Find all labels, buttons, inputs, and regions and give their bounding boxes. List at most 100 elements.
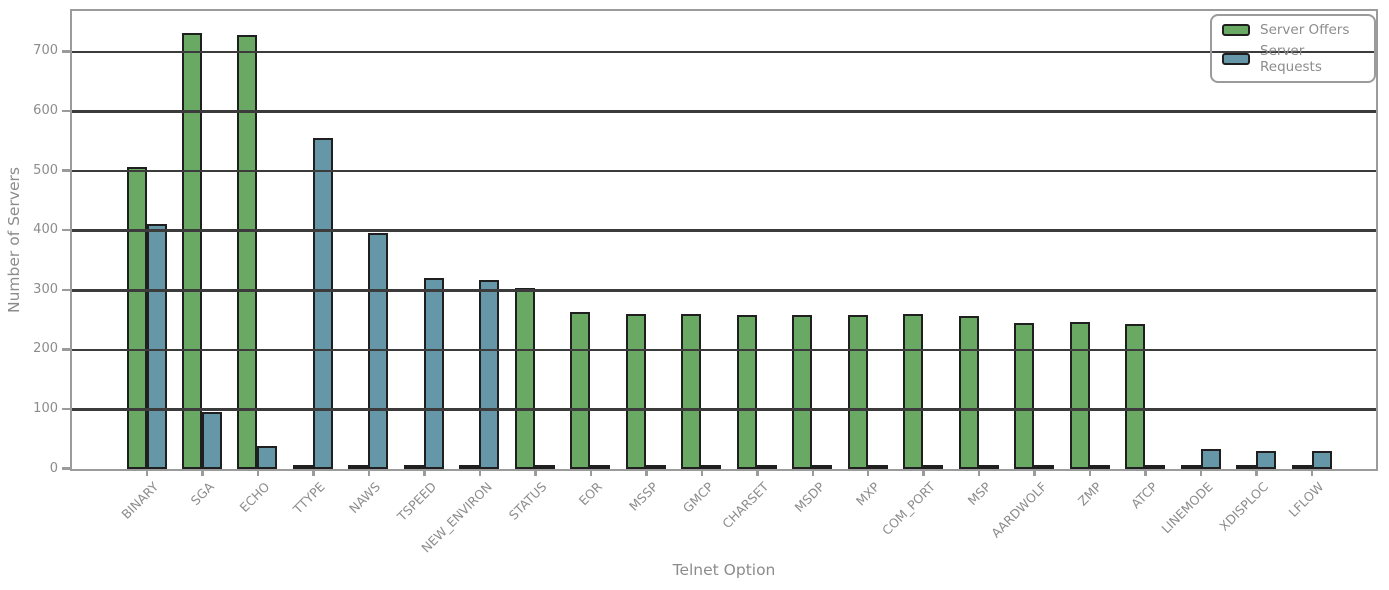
- bar-new_environ-requests: [479, 279, 500, 469]
- x-tick-mark-echo: [256, 471, 260, 476]
- y-tick-label-300: 300: [33, 281, 58, 297]
- bar-aardwolf-offers: [1014, 323, 1035, 469]
- x-tick-mark-xdisploc: [1255, 471, 1258, 476]
- x-tick-mark-com_port: [922, 471, 925, 476]
- x-category-label-ttype: TTYPE: [290, 479, 329, 517]
- x-category-label-lflow: LFLOW: [1285, 479, 1327, 520]
- bar-zmp-requests: [1089, 465, 1110, 469]
- x-category-label-status: STATUS: [506, 479, 550, 523]
- gridline-700: [72, 50, 1376, 54]
- x-tick-mark-status: [534, 471, 537, 476]
- bar-aardwolf-requests: [1034, 465, 1055, 469]
- bar-lflow-offers: [1291, 465, 1312, 469]
- x-category-label-mxp: MXP: [853, 479, 883, 509]
- bar-status-requests: [534, 465, 555, 469]
- gridline-600: [72, 110, 1376, 113]
- x-category-label-com_port: COM_PORT: [879, 479, 939, 538]
- bar-naws-offers: [348, 465, 369, 469]
- gridline-300: [72, 289, 1376, 292]
- y-tick-mark-100: [62, 407, 70, 411]
- y-tick-label-400: 400: [33, 222, 58, 238]
- bar-status-offers: [514, 287, 535, 469]
- plot-area: [70, 9, 1378, 471]
- bar-gmcp-offers: [681, 313, 702, 469]
- x-category-label-echo: ECHO: [236, 479, 273, 515]
- bar-com_port-requests: [923, 465, 944, 469]
- x-tick-mark-lflow: [1310, 471, 1314, 476]
- bar-ttype-offers: [292, 465, 313, 469]
- bar-gmcp-requests: [701, 465, 722, 469]
- bar-xdisploc-requests: [1256, 451, 1277, 469]
- x-tick-mark-eor: [589, 471, 593, 476]
- bar-atcp-offers: [1125, 323, 1146, 469]
- x-category-label-linemode: LINEMODE: [1158, 479, 1216, 537]
- legend-swatch-server-offers-icon: [1222, 24, 1250, 36]
- bar-sga-requests: [201, 412, 222, 469]
- x-tick-mark-zmp: [1088, 471, 1092, 476]
- gridline-500: [72, 169, 1376, 173]
- bar-echo-requests: [257, 445, 278, 469]
- x-category-label-msdp: MSDP: [791, 479, 828, 515]
- x-tick-mark-new_environ: [478, 471, 482, 476]
- y-tick-label-700: 700: [33, 43, 58, 59]
- legend-item-server-offers: Server Offers: [1222, 22, 1364, 38]
- gridline-400: [72, 229, 1376, 232]
- x-tick-mark-sga: [201, 471, 204, 476]
- x-category-label-mssp: MSSP: [626, 479, 661, 514]
- bar-echo-offers: [237, 34, 258, 469]
- x-axis-title: Telnet Option: [672, 561, 776, 579]
- x-tick-mark-binary: [145, 471, 149, 476]
- x-tick-mark-tspeed: [423, 471, 426, 476]
- y-tick-mark-500: [62, 169, 70, 172]
- y-tick-label-100: 100: [33, 400, 58, 416]
- x-tick-mark-charset: [756, 471, 759, 476]
- bar-binary-requests: [146, 223, 167, 469]
- y-tick-mark-200: [62, 348, 70, 351]
- legend-label-server-requests: Server Requests: [1260, 43, 1322, 75]
- bar-msp-offers: [958, 316, 979, 469]
- y-tick-label-500: 500: [33, 162, 58, 178]
- x-tick-mark-linemode: [1199, 471, 1203, 476]
- x-tick-mark-gmcp: [700, 471, 704, 476]
- y-tick-mark-700: [62, 50, 70, 53]
- x-category-label-tspeed: TSPEED: [394, 479, 440, 524]
- bar-mssp-offers: [625, 313, 646, 469]
- x-category-label-binary: BINARY: [118, 479, 162, 522]
- bar-mssp-requests: [645, 465, 666, 469]
- x-tick-mark-mssp: [645, 471, 648, 476]
- bar-com_port-offers: [903, 313, 924, 469]
- bar-eor-offers: [570, 311, 591, 469]
- x-tick-mark-atcp: [1144, 471, 1147, 476]
- legend-item-server-requests: Server Requests: [1222, 43, 1364, 75]
- x-category-label-msp: MSP: [964, 479, 994, 509]
- bar-tspeed-requests: [423, 278, 444, 469]
- bar-linemode-offers: [1180, 465, 1201, 469]
- bar-xdisploc-offers: [1236, 465, 1257, 469]
- x-category-label-xdisploc: XDISPLOC: [1216, 479, 1272, 534]
- y-tick-mark-0: [62, 467, 70, 470]
- bar-mxp-requests: [867, 465, 888, 469]
- x-category-label-naws: NAWS: [346, 479, 384, 517]
- x-category-label-zmp: ZMP: [1075, 479, 1105, 509]
- x-tick-mark-msp: [977, 471, 981, 476]
- y-tick-label-0: 0: [49, 460, 58, 476]
- x-category-label-sga: SGA: [187, 479, 218, 509]
- bar-tspeed-offers: [403, 465, 424, 469]
- bar-atcp-requests: [1145, 465, 1166, 469]
- bar-charset-requests: [756, 464, 777, 469]
- x-tick-mark-naws: [367, 471, 371, 476]
- bar-ttype-requests: [312, 137, 333, 469]
- y-tick-mark-400: [62, 228, 70, 232]
- bar-charset-offers: [736, 314, 757, 469]
- x-tick-mark-mxp: [866, 471, 870, 476]
- y-tick-mark-600: [62, 109, 70, 113]
- y-tick-label-600: 600: [33, 103, 58, 118]
- legend-swatch-server-requests-icon: [1222, 53, 1250, 65]
- y-tick-label-200: 200: [33, 341, 58, 357]
- bar-mxp-offers: [847, 314, 868, 469]
- x-category-label-gmcp: GMCP: [679, 479, 717, 516]
- gridline-100: [72, 408, 1376, 411]
- y-tick-mark-300: [62, 288, 70, 291]
- bar-msdp-requests: [812, 465, 833, 469]
